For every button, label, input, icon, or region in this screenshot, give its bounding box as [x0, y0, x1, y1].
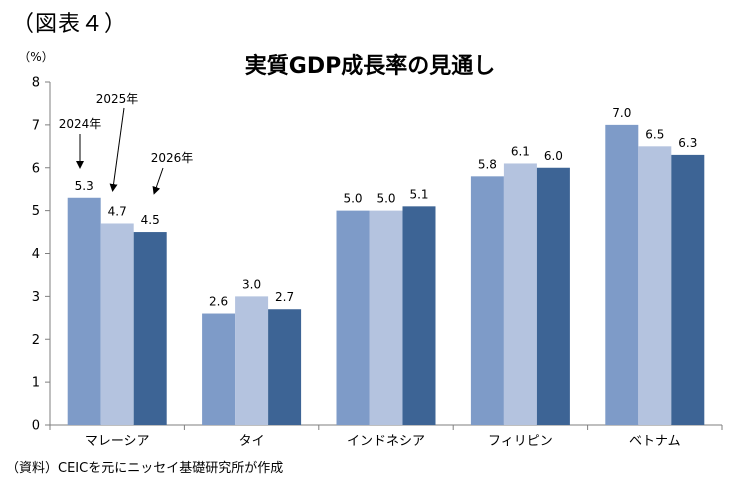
series-annotation-label: 2024年	[59, 117, 102, 131]
bar-value-label: 6.5	[645, 127, 664, 141]
y-tick-label: 6	[32, 161, 40, 176]
bar-2024-0	[67, 197, 101, 425]
y-tick-label: 7	[32, 118, 40, 133]
bar-value-label: 6.0	[544, 149, 563, 163]
bar-value-label: 7.0	[612, 106, 631, 120]
bar-2025-0	[100, 223, 134, 425]
y-tick-label: 4	[32, 247, 40, 262]
bar-2026-4	[671, 154, 705, 425]
figure-label: （図表４）	[12, 12, 128, 37]
series-annotations: 2024年 2025年 2026年	[59, 92, 194, 195]
y-tick-label: 3	[32, 290, 40, 305]
bar-value-label: 6.1	[511, 144, 530, 158]
y-axis-unit: （%）	[18, 50, 53, 64]
bar-value-label: 5.3	[75, 179, 94, 193]
bar-2026-1	[268, 309, 302, 425]
bar-value-label: 5.8	[478, 157, 497, 171]
chart-title: 実質GDP成長率の見通し	[245, 53, 495, 79]
chart-value-labels: 5.3 2.6 5.0 5.8 7.0 4.7 3.0 5.0 6.1 6.5 4.5 2.7 5.1 6…	[75, 106, 698, 309]
bar-2026-2	[402, 206, 436, 425]
bar-value-label: 5.0	[376, 192, 395, 206]
y-tick-label: 5	[32, 204, 40, 219]
source-note: （資料）CEICを元にニッセイ基礎研究所が作成	[6, 461, 284, 476]
bar-value-label: 5.1	[409, 187, 428, 201]
bar-2024-1	[202, 313, 236, 425]
bar-2025-1	[235, 296, 269, 425]
y-tick-label: 1	[32, 376, 40, 391]
bar-2025-2	[369, 210, 403, 425]
bar-2026-0	[133, 232, 167, 425]
series-annotation-arrow	[152, 167, 164, 195]
x-category-label: ベトナム	[629, 434, 681, 449]
x-category-label: タイ	[239, 434, 265, 449]
bar-value-label: 3.0	[242, 277, 261, 291]
x-category-label: マレーシア	[85, 434, 150, 449]
bar-value-label: 4.5	[141, 213, 160, 227]
bar-2024-3	[470, 176, 504, 425]
bar-2025-3	[503, 163, 537, 425]
series-annotation-label: 2026年	[151, 151, 194, 165]
series-annotation-label: 2025年	[96, 92, 139, 106]
x-category-label: フィリピン	[488, 434, 553, 449]
bar-2026-3	[536, 167, 570, 425]
bar-value-label: 2.6	[209, 295, 228, 309]
y-tick-label: 8	[32, 76, 40, 91]
bar-2025-4	[638, 146, 672, 425]
bar-value-label: 6.3	[678, 136, 697, 150]
series-annotation-arrow	[109, 107, 125, 192]
bar-value-label: 5.0	[343, 192, 362, 206]
x-category-label: インドネシア	[347, 434, 425, 449]
bar-value-label: 2.7	[275, 290, 294, 304]
bar-2024-4	[605, 124, 639, 425]
bar-value-label: 4.7	[108, 204, 127, 218]
y-tick-label: 2	[32, 333, 40, 348]
chart-bars	[67, 124, 705, 425]
y-tick-label: 0	[32, 419, 40, 434]
bar-2024-2	[336, 210, 370, 425]
